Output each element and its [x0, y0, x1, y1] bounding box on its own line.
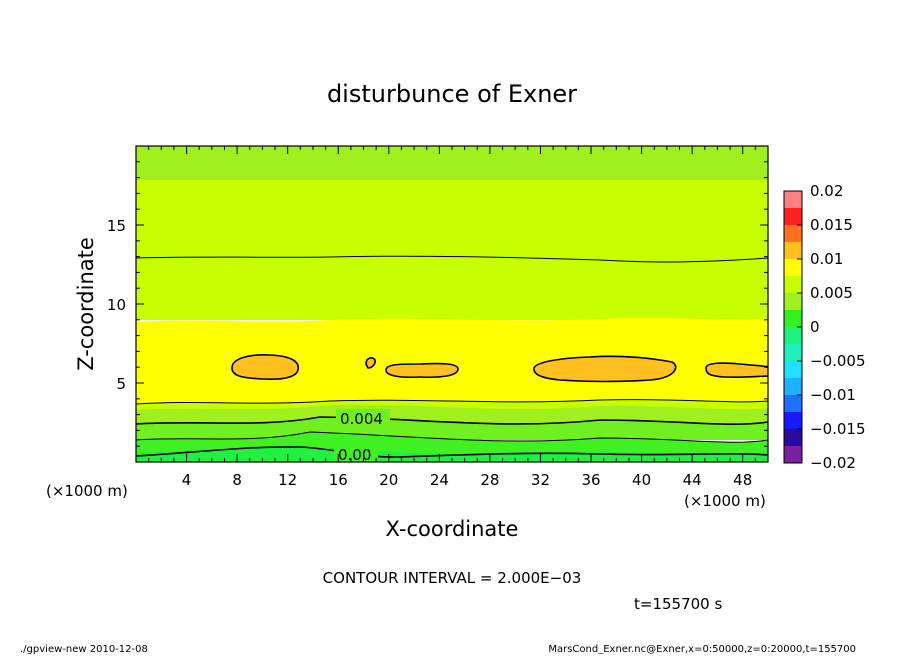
colorbar-level [784, 344, 802, 361]
colorbar-level [784, 191, 802, 208]
colorbar-level [784, 429, 802, 446]
x-tick-label: 20 [379, 471, 398, 489]
colorbar-tick-label: −0.01 [810, 386, 856, 404]
colorbar-level [784, 310, 802, 327]
colorbar-tick-label: −0.02 [810, 454, 856, 472]
colorbar-level [784, 378, 802, 395]
chart-title: disturbunce of Exner [327, 80, 577, 108]
colorbar-level [784, 208, 802, 225]
colorbar-tick-label: 0.005 [810, 284, 853, 302]
x-tick-label: 48 [733, 471, 752, 489]
contour-line [136, 399, 768, 405]
contour-line [136, 416, 768, 426]
x-tick-label: 4 [182, 471, 192, 489]
blob-3 [385, 362, 459, 379]
colorbar-tick-label: 0.01 [810, 250, 843, 268]
contour-line [136, 431, 768, 443]
blob-4 [533, 355, 677, 383]
x-tick-label: 16 [329, 471, 348, 489]
x-unit-label: (×1000 m) [46, 482, 128, 500]
colorbar-level [784, 446, 802, 463]
contour-line [136, 446, 768, 458]
contour-label-bg [334, 445, 378, 462]
x-tick-label: 24 [430, 471, 449, 489]
colorbar-tick-label: 0 [810, 318, 820, 336]
band-green-4 [136, 446, 768, 462]
x-axis-label: X-coordinate [386, 517, 519, 541]
band-green-1 [136, 404, 768, 424]
blob-5 [705, 362, 768, 379]
colorbar-level [784, 412, 802, 429]
time-label: t=155700 s [634, 595, 722, 613]
band-top [136, 146, 768, 180]
contour-label-bg [336, 409, 390, 427]
x-axis: 4 8 12 16 20 24 28 32 36 40 44 48 [148, 146, 756, 489]
contour-label: 0.004 [340, 410, 383, 428]
footer-right: MarsCond_Exner.nc@Exner,x=0:50000,z=0:20… [548, 644, 856, 654]
colorbar [784, 191, 802, 463]
x-tick-label: 8 [232, 471, 242, 489]
y-axis-label: Z-coordinate [74, 237, 98, 371]
footer-left: ./gpview-new 2010-12-08 [20, 644, 148, 654]
x-tick-label: 36 [581, 471, 600, 489]
plot-area [136, 146, 768, 462]
x-tick-label: 28 [480, 471, 499, 489]
blob-2 [365, 357, 376, 369]
x-tick-label: 32 [531, 471, 550, 489]
contour-line [136, 255, 768, 263]
colorbar-level [784, 293, 802, 310]
band-green-2 [136, 417, 768, 440]
colorbar-ticks: 0.02 0.015 0.01 0.005 0 −0.005 −0.01 −0.015 −0.0… [797, 182, 866, 472]
colorbar-level [784, 225, 802, 242]
contour-interval: CONTOUR INTERVAL = 2.000E−03 [323, 569, 582, 587]
colorbar-level [784, 276, 802, 293]
y-tick-label: 15 [107, 217, 126, 235]
x-tick-label: 40 [632, 471, 651, 489]
y-tick-label: 10 [107, 296, 126, 314]
colorbar-level [784, 259, 802, 276]
x-unit-label-right: (×1000 m) [684, 492, 766, 510]
blob-1 [231, 354, 300, 381]
colorbar-tick-label: 0.02 [810, 182, 843, 200]
colorbar-tick-label: −0.015 [810, 420, 866, 438]
band-yellow [136, 318, 768, 404]
colorbar-level [784, 242, 802, 259]
colorbar-tick-label: 0.015 [810, 216, 853, 234]
y-axis: 5 10 15 [107, 161, 768, 447]
colorbar-level [784, 361, 802, 378]
band-upper [136, 180, 768, 320]
contour-label: 0.00 [338, 446, 371, 464]
colorbar-level [784, 395, 802, 412]
x-tick-label: 44 [683, 471, 702, 489]
colorbar-level [784, 327, 802, 344]
colorbar-tick-label: −0.005 [810, 352, 866, 370]
x-tick-label: 12 [278, 471, 297, 489]
y-tick-label: 5 [116, 375, 126, 393]
